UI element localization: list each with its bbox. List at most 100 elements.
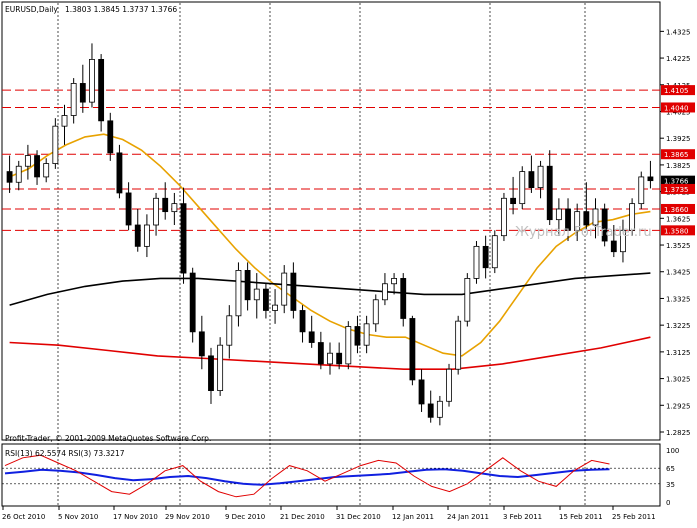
level-price-label: 1.3660: [664, 206, 689, 214]
candle-body: [272, 304, 278, 311]
candle-body: [226, 315, 233, 346]
candle-body: [116, 152, 123, 194]
date-tick-label: 9 Dec 2010: [225, 513, 265, 521]
price-tick-label: 1.2825: [666, 429, 691, 437]
candle-body: [262, 288, 269, 311]
price-tick-label: 1.3425: [666, 269, 691, 277]
level-price-label: 1.3735: [664, 186, 689, 194]
level-price-label: 1.3865: [664, 151, 689, 159]
candle-body: [574, 211, 581, 231]
symbol-label: EURUSD,Daily: [5, 5, 58, 14]
candle-body: [336, 352, 343, 365]
candle-body: [555, 208, 562, 221]
ohlc-label: 1.3803 1.3845 1.3737 1.3766: [65, 5, 177, 14]
date-tick-label: 25 Feb 2011: [612, 513, 656, 521]
candle-body: [629, 203, 636, 231]
date-tick-label: 15 Feb 2011: [559, 513, 603, 521]
price-tick-label: 1.3525: [666, 242, 691, 250]
candle-body: [153, 197, 159, 226]
candle-body: [610, 240, 617, 253]
candle-body: [317, 342, 324, 365]
rsi-panel-frame: [1, 443, 661, 507]
candlesticks: [6, 43, 654, 426]
candle-body: [171, 203, 178, 213]
candle-body: [281, 272, 288, 306]
price-tick-label: 1.2925: [666, 402, 691, 410]
rsi-line: [4, 468, 610, 486]
candle-body: [24, 155, 31, 167]
candle-body: [519, 171, 526, 205]
current-price-label: 1.3766: [664, 178, 689, 186]
level-price-box: [661, 85, 695, 96]
date-tick-label: 29 Nov 2010: [165, 513, 210, 521]
date-tick-label: 31 Dec 2010: [336, 513, 381, 521]
level-price-box: [661, 225, 695, 236]
level-price-box: [661, 102, 695, 113]
price-tick-label: 1.3825: [666, 162, 691, 170]
candle-body: [565, 208, 571, 231]
candle-body: [501, 197, 507, 237]
candle-body: [198, 331, 205, 357]
price-tick-label: 1.3925: [666, 135, 691, 143]
candle-body: [400, 278, 407, 319]
candle-body: [89, 59, 95, 103]
candle-body: [446, 368, 452, 402]
candle-body: [52, 125, 59, 164]
moving-average-line: [9, 272, 651, 306]
candle-body: [638, 176, 645, 205]
level-price-box: [661, 203, 695, 214]
rsi-label: RSI(13) 62.5574 RSI(3) 73.3217: [5, 449, 125, 458]
level-price-label: 1.3580: [664, 227, 689, 235]
candle-body: [134, 224, 141, 247]
main-chart-frame: [1, 1, 661, 441]
candle-body: [162, 197, 169, 213]
candle-body: [143, 224, 150, 247]
candle-body: [244, 270, 251, 301]
date-tick-label: 12 Jan 2011: [392, 513, 434, 521]
candle-body: [482, 245, 489, 269]
rsi-indicator: 100 65 35 0: [2, 447, 679, 507]
candle-body: [391, 278, 398, 285]
candle-body: [308, 331, 315, 343]
candle-body: [107, 120, 114, 154]
candle-body: [363, 323, 370, 346]
candle-body: [208, 355, 214, 391]
candle-body: [253, 288, 260, 301]
price-tick-label: 1.3625: [666, 215, 691, 223]
price-tick-label: 1.4225: [666, 55, 691, 63]
candle-body: [70, 83, 77, 116]
candle-body: [79, 83, 86, 103]
current-price-box: [661, 175, 695, 186]
candle-body: [510, 197, 517, 205]
candle-body: [180, 203, 187, 274]
candle-body: [15, 165, 22, 183]
date-tick-label: 24 Jan 2011: [447, 513, 489, 521]
price-tick-label: 1.4325: [666, 28, 691, 36]
date-tick-label: 5 Nov 2010: [58, 513, 98, 521]
candle-body: [189, 272, 196, 333]
candle-body: [125, 192, 132, 226]
candle-body: [235, 270, 242, 317]
candle-body: [34, 155, 40, 178]
candle-body: [537, 165, 544, 189]
candle-body: [601, 208, 608, 242]
date-tick-label: 3 Feb 2011: [503, 513, 542, 521]
candle-body: [583, 211, 590, 226]
candle-body: [592, 208, 599, 226]
candle-body: [409, 318, 416, 381]
candle-body: [418, 379, 425, 405]
candle-body: [290, 272, 297, 311]
candle-body: [299, 310, 306, 333]
rsi-tick-label: 100: [666, 447, 679, 455]
rsi-tick-label: 35: [666, 481, 675, 489]
level-price-label: 1.4040: [664, 104, 689, 112]
candle-body: [464, 278, 471, 322]
candle-body: [354, 326, 361, 346]
rsi-tick-label: 0: [666, 499, 670, 507]
candle-body: [436, 400, 443, 418]
level-price-label: 1.4105: [664, 87, 689, 95]
watermark-text: Журнал ForTrader.ru: [515, 225, 652, 240]
candle-body: [647, 176, 654, 182]
